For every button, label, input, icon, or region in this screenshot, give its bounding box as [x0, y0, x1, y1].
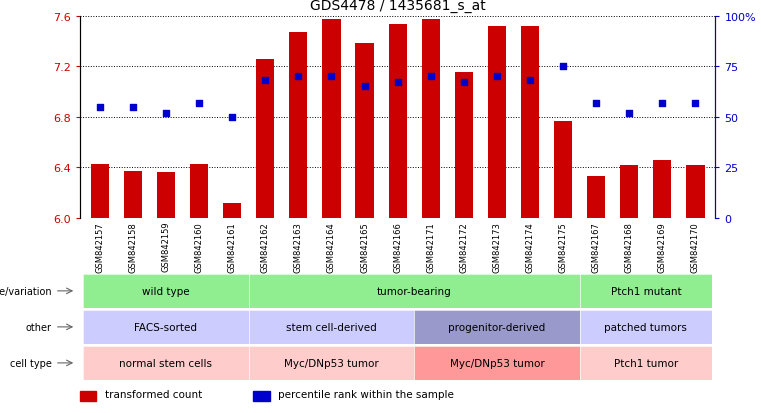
Bar	[488, 26, 506, 218]
Bar	[91, 164, 109, 218]
Bar	[620, 166, 638, 218]
Title: GDS4478 / 1435681_s_at: GDS4478 / 1435681_s_at	[310, 0, 486, 13]
Text: stem cell-derived: stem cell-derived	[286, 322, 377, 332]
Point	[160, 110, 172, 117]
Point	[590, 100, 602, 107]
Bar	[190, 164, 209, 218]
Bar	[223, 203, 241, 218]
Text: percentile rank within the sample: percentile rank within the sample	[279, 389, 454, 399]
Point	[292, 74, 304, 81]
Text: Ptch1 tumor: Ptch1 tumor	[613, 358, 678, 368]
Text: tumor-bearing: tumor-bearing	[377, 286, 451, 296]
Point	[524, 78, 536, 84]
Point	[656, 100, 668, 107]
Bar	[157, 173, 175, 218]
Point	[491, 74, 503, 81]
Text: cell type: cell type	[10, 358, 52, 368]
Text: progenitor-derived: progenitor-derived	[448, 322, 546, 332]
Bar	[289, 33, 307, 218]
Bar	[422, 20, 440, 218]
Point	[457, 80, 470, 86]
Point	[326, 74, 338, 81]
Point	[94, 104, 106, 111]
Bar	[521, 26, 539, 218]
Bar	[587, 177, 605, 218]
Bar	[256, 59, 275, 218]
Bar	[253, 391, 270, 401]
Point	[391, 80, 403, 86]
Bar	[686, 166, 705, 218]
Bar	[80, 391, 97, 401]
Bar	[455, 74, 473, 218]
Point	[557, 64, 569, 70]
Bar	[389, 25, 406, 218]
Text: transformed count: transformed count	[105, 389, 202, 399]
Point	[193, 100, 205, 107]
Point	[127, 104, 139, 111]
Point	[260, 78, 272, 84]
Text: other: other	[26, 322, 52, 332]
Point	[689, 100, 702, 107]
Bar	[653, 160, 671, 218]
Point	[358, 84, 371, 90]
Point	[623, 110, 635, 117]
Text: normal stem cells: normal stem cells	[119, 358, 212, 368]
Text: wild type: wild type	[142, 286, 189, 296]
Text: genotype/variation: genotype/variation	[0, 286, 52, 296]
Text: FACS-sorted: FACS-sorted	[135, 322, 197, 332]
Bar	[323, 20, 340, 218]
Text: Ptch1 mutant: Ptch1 mutant	[610, 286, 681, 296]
Bar	[355, 44, 374, 218]
Text: Myc/DNp53 tumor: Myc/DNp53 tumor	[284, 358, 379, 368]
Point	[226, 114, 238, 121]
Bar	[554, 121, 572, 218]
Point	[425, 74, 437, 81]
Text: Myc/DNp53 tumor: Myc/DNp53 tumor	[450, 358, 544, 368]
Bar	[124, 172, 142, 218]
Text: patched tumors: patched tumors	[604, 322, 687, 332]
